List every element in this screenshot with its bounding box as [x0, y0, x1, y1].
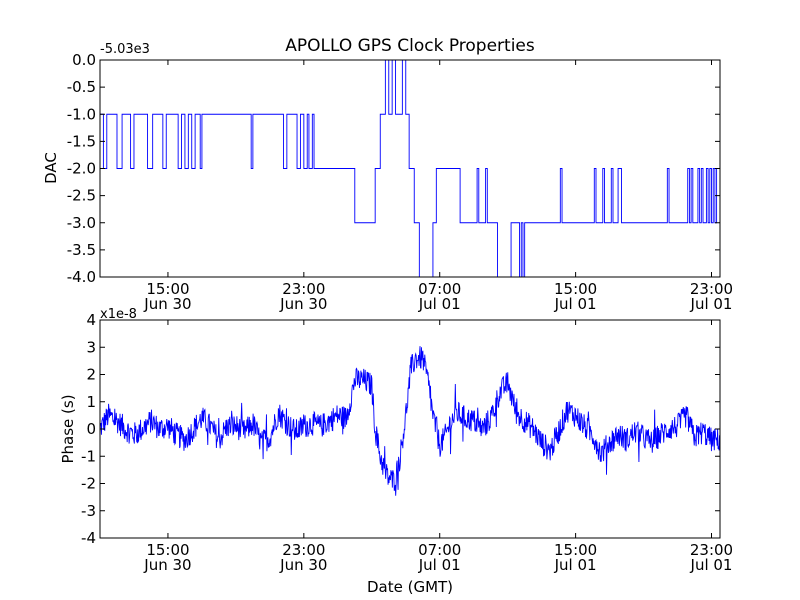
- x-tick-label-date: Jul 01: [554, 556, 597, 574]
- y-tick-label: 3: [86, 338, 96, 356]
- x-tick-label-time: 15:00: [554, 541, 597, 559]
- x-tick-label-date: Jul 01: [690, 556, 733, 574]
- phase-plot-area: [100, 320, 720, 538]
- phase-series-line: [100, 346, 720, 496]
- y-tick-label: -0.5: [67, 78, 96, 96]
- y-tick-label: -1.0: [67, 105, 96, 123]
- y-tick-label: 4: [86, 311, 96, 329]
- chart-title: APOLLO GPS Clock Properties: [285, 36, 535, 56]
- y-tick-label: -3: [81, 502, 96, 520]
- dac-offset-label: -5.03e3: [100, 42, 150, 57]
- y-tick-label: -3.5: [67, 241, 96, 259]
- x-tick-label-date: Jun 30: [279, 556, 327, 574]
- y-tick-label: -2.5: [67, 187, 96, 205]
- y-tick-label: -2: [81, 475, 96, 493]
- y-tick-label: 1: [86, 393, 96, 411]
- x-tick-label-time: 23:00: [282, 541, 325, 559]
- x-tick-label-date: Jun 30: [143, 295, 191, 313]
- dac-series-group: [100, 60, 720, 277]
- phase-offset-label: x1e-8: [100, 307, 137, 322]
- dac-panel: 0.0 -0.5 -1.0 -1.5 -2.0 -2.5 -3.0 -3.5 -4.0 15:0…: [42, 42, 733, 313]
- x-tick-label-date: Jul 01: [554, 295, 597, 313]
- x-tick-label-time: 07:00: [418, 280, 461, 298]
- x-tick-label-time: 15:00: [146, 280, 189, 298]
- x-tick-label-time: 23:00: [282, 280, 325, 298]
- dac-series-line: [100, 60, 720, 277]
- y-tick-label: -3.0: [67, 214, 96, 232]
- y-tick-label: -4.0: [67, 268, 96, 286]
- x-tick-label-time: 23:00: [690, 280, 733, 298]
- x-axis-label: Date (GMT): [367, 578, 453, 596]
- y-tick-label: 2: [86, 366, 96, 384]
- y-tick-label: 0.0: [72, 51, 96, 69]
- x-tick-label-time: 23:00: [690, 541, 733, 559]
- phase-y-ticks: 4 3 2 1 0 -1 -2 -3 -4: [81, 311, 720, 547]
- phase-y-axis-label: Phase (s): [59, 394, 77, 463]
- dac-y-ticks: 0.0 -0.5 -1.0 -1.5 -2.0 -2.5 -3.0 -3.5 -4.0: [67, 51, 720, 286]
- x-tick-label-date: Jul 01: [418, 295, 461, 313]
- dac-y-axis-label: DAC: [42, 152, 60, 184]
- x-tick-label-time: 15:00: [146, 541, 189, 559]
- x-tick-label-time: 15:00: [554, 280, 597, 298]
- x-tick-label-date: Jul 01: [690, 295, 733, 313]
- y-tick-label: -1: [81, 447, 96, 465]
- y-tick-label: -2.0: [67, 160, 96, 178]
- y-tick-label: -4: [81, 529, 96, 547]
- y-tick-label: -1.5: [67, 132, 96, 150]
- x-tick-label-date: Jul 01: [418, 556, 461, 574]
- y-tick-label: 0: [86, 420, 96, 438]
- x-tick-label-time: 07:00: [418, 541, 461, 559]
- phase-series-group: [100, 346, 720, 496]
- x-tick-label-date: Jun 30: [279, 295, 327, 313]
- x-tick-label-date: Jun 30: [143, 556, 191, 574]
